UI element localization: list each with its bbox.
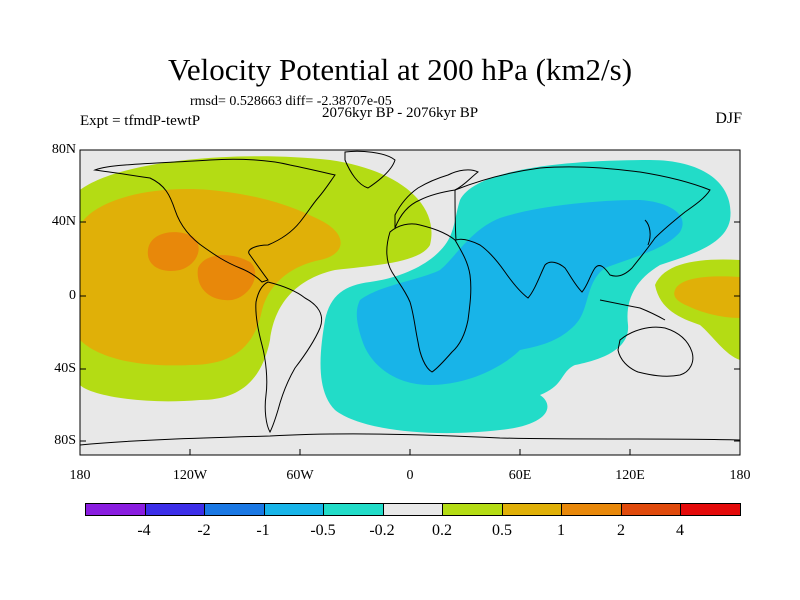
lon-label-180w: 180: [69, 468, 91, 483]
lon-label-0: 0: [406, 468, 414, 483]
positive-region-1-central: [197, 255, 256, 301]
coastline-indonesia: [599, 299, 666, 321]
coastline-europe: [394, 169, 479, 229]
lon-label-120e: 120E: [615, 468, 645, 483]
lon-label-60e: 60E: [508, 468, 532, 483]
rmsd-diff-stats: rmsd= 0.528663 diff= -2.38707e-05: [190, 94, 392, 109]
lat-label-0: 0: [69, 288, 76, 303]
coastline-south-america: [255, 281, 323, 434]
coastline-antarctica: [80, 433, 740, 446]
lat-label-80s: 80S: [54, 433, 76, 448]
legend-swatch: [502, 504, 563, 515]
coastline-north-america: [93, 158, 336, 283]
legend-label: -1: [256, 522, 270, 539]
color-legend-bar: [85, 503, 741, 516]
legend-swatch: [264, 504, 325, 515]
lat-label-40s: 40S: [54, 361, 76, 376]
legend-swatch: [443, 504, 503, 515]
positive-region-1-north: [147, 232, 199, 271]
legend-label: 0.2: [432, 522, 452, 539]
lat-label-80n: 80N: [51, 142, 76, 157]
legend-swatch: [681, 504, 741, 515]
lon-label-60w: 60W: [286, 468, 314, 483]
axis-ticks: [79, 149, 740, 455]
coastlines: [80, 150, 740, 446]
experiment-label: Expt = tfmdP-tewtP: [80, 113, 201, 129]
legend-label: -0.5: [310, 522, 336, 539]
legend-swatch: [86, 504, 146, 515]
legend-label: 0.5: [492, 522, 512, 539]
legend-swatch: [562, 504, 622, 515]
coastline-africa: [386, 223, 472, 373]
legend-label: 4: [676, 522, 684, 539]
lon-label-180e: 180: [729, 468, 751, 483]
legend-label: -0.2: [369, 522, 395, 539]
season-label: DJF: [715, 110, 742, 127]
time-period-label: 2076kyr BP - 2076kyr BP: [321, 105, 479, 121]
legend-swatch: [205, 504, 265, 515]
plot-title: Velocity Potential at 200 hPa (km2/s): [167, 52, 633, 87]
legend-label: 1: [557, 522, 565, 539]
negative-region-05: [356, 200, 683, 385]
coastline-japan: [644, 219, 651, 246]
legend-swatch: [383, 504, 444, 515]
legend-swatch: [621, 504, 682, 515]
coastline-asia: [454, 166, 711, 299]
coastline-australia: [617, 326, 694, 377]
legend-label: 2: [617, 522, 625, 539]
lat-label-40n: 40N: [51, 214, 76, 229]
lon-label-120w: 120W: [172, 468, 208, 483]
legend-label: -2: [197, 522, 211, 539]
coastline-greenland: [344, 150, 396, 189]
positive-region-05-east: [674, 276, 740, 318]
legend-label: -4: [137, 522, 151, 539]
legend-swatch: [324, 504, 384, 515]
legend-swatch: [145, 504, 206, 515]
